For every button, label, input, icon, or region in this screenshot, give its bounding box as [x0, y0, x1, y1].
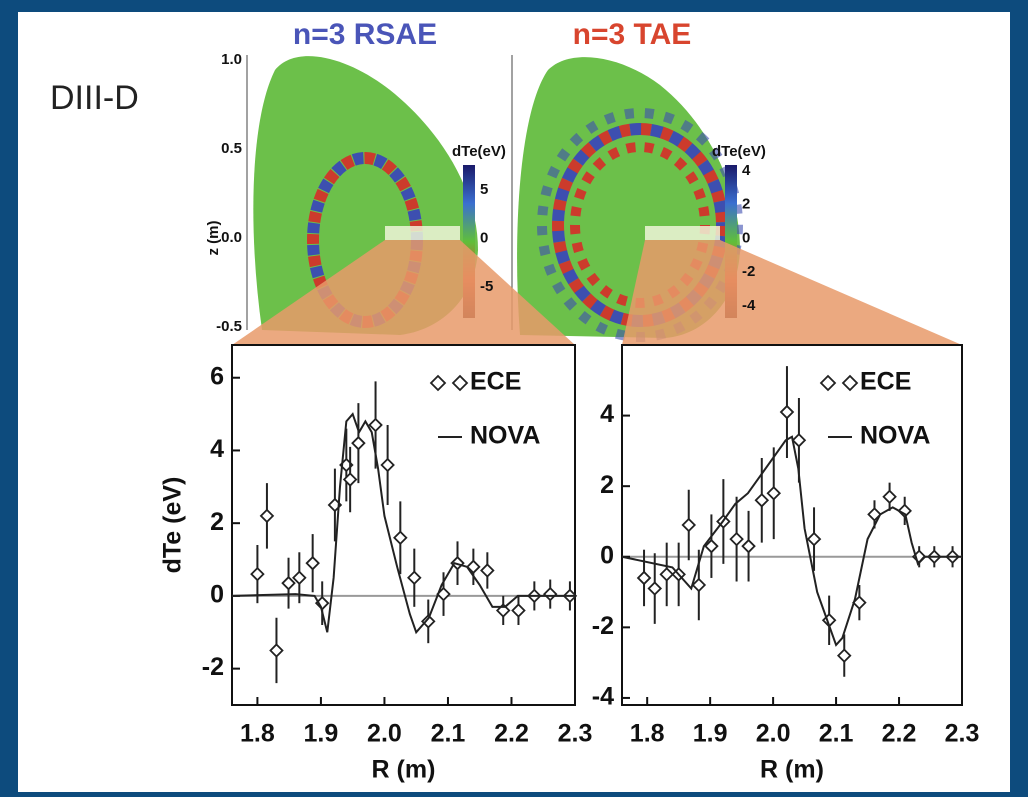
data-point [897, 503, 912, 519]
y-tick-label: 0 [210, 581, 224, 609]
data-point [351, 435, 366, 451]
x-axis-label: R (m) [372, 756, 436, 784]
data-point [729, 531, 744, 547]
legend-label: ECE [470, 368, 521, 396]
data-point [681, 517, 697, 533]
x-tick-label: 1.9 [304, 720, 339, 748]
legend-marker [429, 374, 447, 392]
x-tick-label: 2.0 [756, 720, 791, 748]
z-tick: 0.0 [221, 229, 242, 246]
z-tick: 1.0 [221, 51, 242, 68]
model-line [621, 435, 962, 647]
data-point [259, 508, 275, 524]
data-point [806, 531, 822, 547]
data-point [466, 559, 481, 575]
colorbar-tick: -5 [480, 278, 493, 295]
x-tick-label: 1.9 [693, 720, 728, 748]
x-tick-label: 1.8 [630, 720, 665, 748]
colorbar-tick: -2 [742, 263, 755, 280]
z-axis-label: z (m) [205, 221, 222, 256]
data-point [380, 457, 395, 473]
colorbar-label: dTe(eV) [712, 143, 766, 160]
x-tick-label: 2.1 [431, 720, 466, 748]
y-tick-label: -2 [592, 612, 614, 640]
x-tick-label: 2.3 [945, 720, 980, 748]
data-point [766, 485, 782, 501]
zoom-region [385, 226, 460, 240]
data-point [250, 566, 265, 582]
legend-marker [841, 374, 859, 392]
data-point [281, 575, 296, 591]
data-point [420, 614, 436, 629]
y-tick-label: 6 [210, 362, 224, 390]
colorbar-tick: 5 [480, 181, 488, 198]
data-point [368, 417, 383, 433]
z-tick: -0.5 [216, 318, 242, 335]
zoom-connector [622, 240, 962, 345]
x-tick-label: 2.0 [367, 720, 402, 748]
data-point [342, 472, 358, 487]
data-point [691, 577, 707, 593]
data-point [779, 404, 795, 420]
y-tick-label: 4 [600, 400, 614, 428]
data-point [407, 570, 422, 586]
data-point [305, 555, 320, 571]
x-tick-label: 2.1 [819, 720, 854, 748]
data-point [542, 586, 558, 602]
x-axis-label: R (m) [760, 756, 824, 784]
legend-label: NOVA [860, 422, 930, 450]
data-point [867, 507, 882, 522]
zoom-connector [232, 240, 575, 345]
y-tick-label: 0 [600, 541, 614, 569]
plot-area [231, 344, 576, 706]
colorbar-tick: 0 [742, 229, 750, 246]
y-axis-label: dTe (eV) [159, 477, 187, 574]
data-point [480, 563, 495, 578]
data-point [636, 570, 652, 586]
zoom-region [645, 226, 720, 240]
y-tick-label: -4 [592, 683, 614, 711]
panel-title: n=3 TAE [573, 18, 692, 51]
y-tick-label: 4 [210, 435, 224, 463]
frame-edge [1012, 0, 1028, 792]
data-point [292, 570, 307, 586]
device-label: DIII-D [50, 79, 139, 117]
data-point [882, 489, 897, 505]
x-tick-label: 1.8 [240, 720, 275, 748]
data-point [269, 643, 284, 658]
data-point [511, 603, 526, 618]
x-tick-label: 2.2 [494, 720, 529, 748]
y-tick-label: 2 [210, 508, 224, 536]
plot-area [621, 344, 963, 706]
x-tick-label: 2.3 [558, 720, 593, 748]
y-tick-label: 2 [600, 471, 614, 499]
x-tick-label: 2.2 [882, 720, 917, 748]
data-point [791, 433, 807, 448]
legend-label: ECE [860, 368, 911, 396]
colorbar-tick: 2 [742, 196, 750, 213]
data-point [704, 538, 719, 554]
legend-label: NOVA [470, 422, 540, 450]
data-point [647, 581, 663, 596]
colorbar-tick: 0 [480, 229, 488, 246]
legend-marker [451, 374, 469, 392]
colorbar-tick: 4 [742, 162, 751, 179]
z-tick: 0.5 [221, 140, 242, 157]
data-point [659, 567, 674, 582]
data-point [393, 530, 408, 546]
data-point [754, 493, 770, 508]
colorbar-label: dTe(eV) [452, 143, 506, 160]
data-point [836, 648, 852, 663]
panel-title: n=3 RSAE [293, 18, 437, 51]
legend-marker [819, 374, 837, 392]
model-line [231, 412, 575, 635]
colorbar-tick: -4 [742, 297, 756, 314]
y-tick-label: -2 [202, 653, 224, 681]
data-point [741, 538, 756, 554]
